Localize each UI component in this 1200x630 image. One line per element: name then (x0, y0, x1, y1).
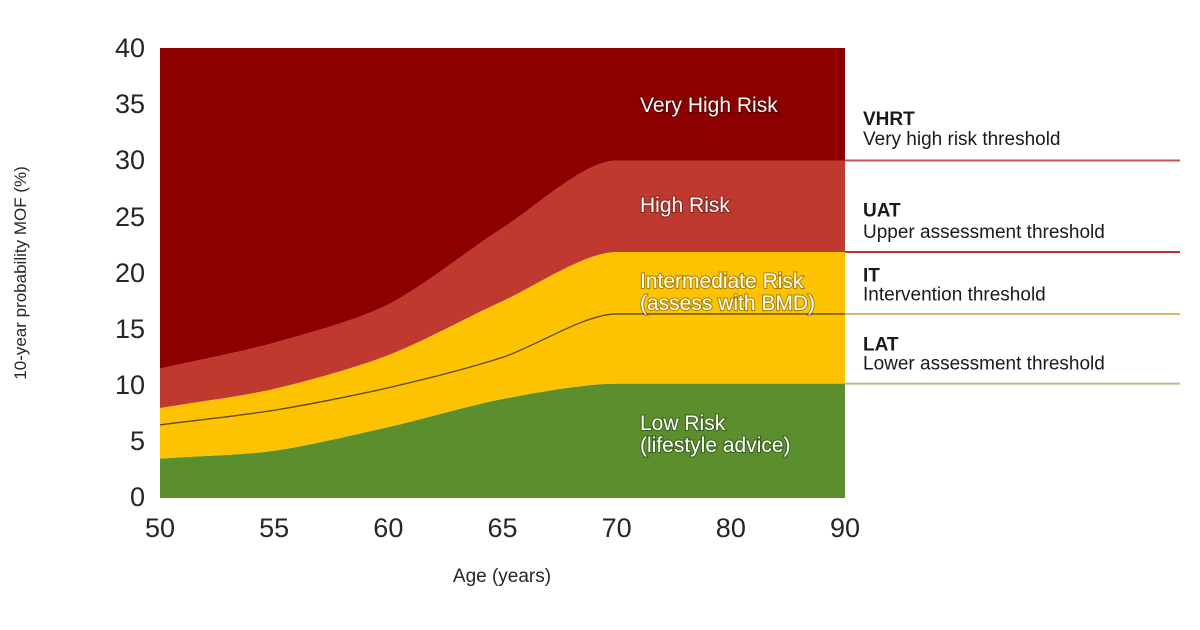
svg-text:30: 30 (115, 145, 145, 175)
svg-text:Intermediate Risk: Intermediate Risk (640, 270, 804, 293)
svg-text:50: 50 (145, 513, 175, 543)
svg-text:80: 80 (716, 513, 746, 543)
svg-text:(assess with BMD): (assess with BMD) (640, 292, 815, 315)
svg-text:IT: IT (863, 265, 880, 286)
svg-text:High Risk: High Risk (640, 194, 730, 217)
svg-text:Very High Risk: Very High Risk (640, 94, 778, 117)
svg-text:20: 20 (115, 258, 145, 288)
svg-text:10: 10 (115, 370, 145, 400)
svg-text:0: 0 (130, 482, 145, 512)
svg-text:55: 55 (259, 513, 289, 543)
svg-text:35: 35 (115, 89, 145, 119)
svg-text:(lifestyle advice): (lifestyle advice) (640, 434, 791, 457)
svg-text:70: 70 (602, 513, 632, 543)
svg-text:UAT: UAT (863, 200, 901, 221)
svg-text:VHRT: VHRT (863, 109, 915, 130)
svg-text:90: 90 (830, 513, 860, 543)
svg-text:Lower assessment threshold: Lower assessment threshold (863, 353, 1105, 374)
svg-text:Intervention threshold: Intervention threshold (863, 285, 1046, 306)
svg-text:60: 60 (373, 513, 403, 543)
svg-text:65: 65 (487, 513, 517, 543)
svg-text:15: 15 (115, 314, 145, 344)
svg-text:Upper assessment threshold: Upper assessment threshold (863, 222, 1105, 243)
svg-text:40: 40 (115, 33, 145, 63)
svg-text:Age (years): Age (years) (453, 566, 551, 587)
svg-text:Very high risk threshold: Very high risk threshold (863, 129, 1061, 150)
svg-text:25: 25 (115, 202, 145, 232)
svg-text:5: 5 (130, 426, 145, 456)
svg-text:Low Risk: Low Risk (640, 412, 726, 435)
svg-text:10-year probability MOF (%): 10-year probability MOF (%) (11, 166, 30, 380)
